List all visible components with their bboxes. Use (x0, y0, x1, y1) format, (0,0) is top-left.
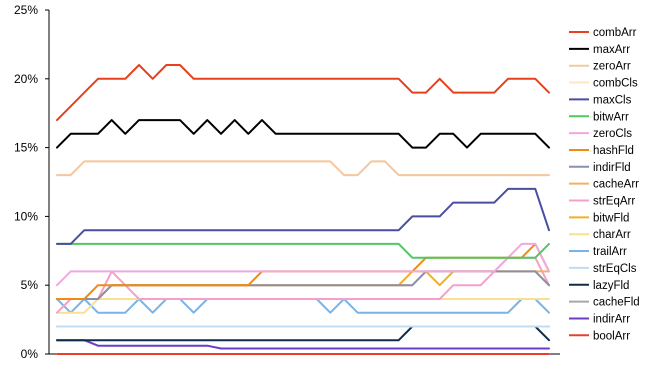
legend-label-lazyfld: lazyFld (593, 280, 629, 292)
y-tick-label: 15% (14, 141, 38, 155)
legend-label-indirarr: indirArr (593, 313, 630, 325)
series-line-zeroarr (56, 160, 550, 177)
series-line-streqarr (56, 256, 550, 314)
legend-label-chararr: charArr (593, 229, 631, 241)
y-tick-label: 10% (14, 209, 38, 223)
series-line-combarr (56, 64, 550, 122)
series-lines (56, 64, 550, 355)
series-line-trailarr (56, 298, 550, 314)
legend-label-streqcls: strEqCls (593, 263, 637, 275)
legend-label-bitwfld: bitwFld (593, 212, 629, 224)
legend-label-boolarr: boolArr (593, 330, 630, 342)
legend-label-cachearr: cacheArr (593, 179, 639, 191)
y-tick-label: 0% (21, 347, 39, 361)
legend: combArr maxArr zeroArr combCls maxCls bitwArr… (569, 27, 640, 342)
y-tick-label: 5% (21, 278, 39, 292)
series-line-bitwarr (56, 242, 550, 259)
y-tick-label: 25% (14, 3, 38, 17)
legend-label-indirfld: indirFld (593, 162, 631, 174)
legend-label-maxarr: maxArr (593, 44, 630, 56)
series-line-lazyfld (56, 325, 550, 342)
legend-label-maxcls: maxCls (593, 94, 632, 106)
legend-label-combcls: combCls (593, 78, 638, 90)
legend-label-bitwarr: bitwArr (593, 111, 629, 123)
legend-label-hashfld: hashFld (593, 145, 634, 157)
series-line-indirarr (56, 339, 550, 350)
legend-label-zeroarr: zeroArr (593, 61, 631, 73)
series-line-maxarr (56, 119, 550, 149)
series-line-maxcls (56, 187, 550, 245)
legend-label-cachefld: cacheFld (593, 297, 640, 309)
series-line-zerocls (56, 242, 550, 287)
legend-label-trailarr: trailArr (593, 246, 627, 258)
legend-label-combarr: combArr (593, 27, 637, 39)
legend-label-streqarr: strEqArr (593, 196, 635, 208)
y-axis: 0% 5% 10% 15% 20% 25% (14, 3, 50, 361)
series-line-combcls (56, 160, 550, 177)
y-tick-label: 20% (14, 72, 38, 86)
legend-label-zerocls: zeroCls (593, 128, 632, 140)
